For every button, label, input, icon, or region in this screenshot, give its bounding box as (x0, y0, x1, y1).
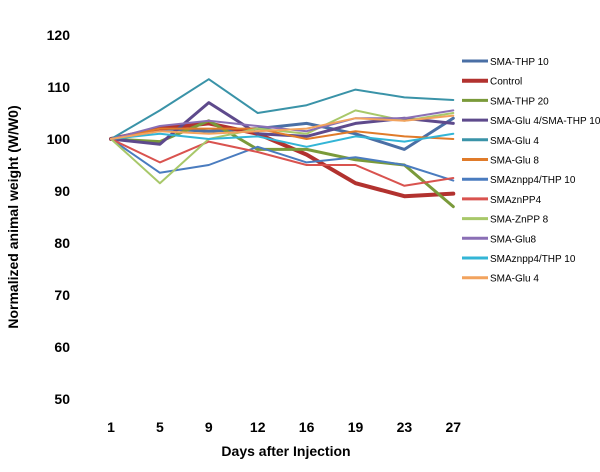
legend: SMA-THP 10 Control SMA-THP 20 SMA-Glu 4/SMA… (462, 57, 600, 285)
legend-label: Control (490, 77, 522, 88)
x-tick-label: 19 (348, 419, 364, 435)
series-line (110, 78, 455, 140)
legend-label: SMA-ZnPP 8 (490, 215, 549, 226)
y-tick-label: 50 (54, 391, 70, 407)
series-line (110, 127, 455, 140)
x-tick-label: 27 (446, 419, 462, 435)
legend-label: SMA-THP 10 (490, 57, 549, 68)
legend-label: SMAznpp4/THP 10 (490, 175, 576, 186)
x-tick-label: 9 (205, 419, 213, 435)
legend-label: SMA-THP 20 (490, 96, 549, 107)
x-axis-ticks: 1 5 9 12 16 19 23 27 (107, 419, 461, 435)
y-tick-label: 100 (47, 131, 71, 147)
legend-label: SMA-Glu8 (490, 234, 537, 245)
legend-label: SMAznPP4 (490, 195, 542, 206)
x-tick-label: 5 (156, 419, 164, 435)
legend-label: SMA-Glu 4 (490, 136, 539, 147)
y-tick-label: 80 (54, 235, 70, 251)
legend-label: SMA-Glu 8 (490, 156, 539, 167)
series-line (110, 138, 455, 182)
y-tick-label: 110 (47, 79, 70, 95)
series-line (110, 114, 455, 140)
x-tick-label: 12 (250, 419, 266, 435)
legend-label: SMA-Glu 4 (490, 274, 539, 285)
y-tick-label: 60 (54, 339, 70, 355)
series-lines (109, 78, 456, 209)
x-tick-label: 23 (397, 419, 413, 435)
series-line (110, 132, 455, 148)
x-axis-title: Days after Injection (221, 443, 350, 459)
series-line (110, 109, 455, 140)
y-axis-title: Normalized animal weight (W/W0) (5, 105, 21, 328)
y-axis-ticks: 50 60 70 80 90 100 110 120 (47, 27, 71, 407)
x-tick-label: 1 (107, 419, 115, 435)
y-tick-label: 90 (54, 183, 70, 199)
y-tick-label: 70 (54, 287, 70, 303)
y-tick-label: 120 (47, 27, 71, 43)
legend-label: SMA-Glu 4/SMA-THP 10 (490, 116, 600, 127)
x-tick-label: 16 (299, 419, 315, 435)
series-line (110, 138, 455, 187)
legend-label: SMAznpp4/THP 10 (490, 254, 576, 265)
